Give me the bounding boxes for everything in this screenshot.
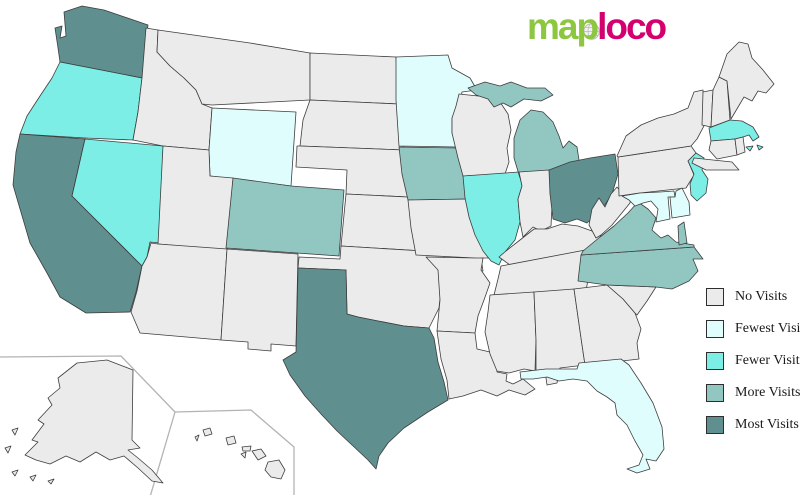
state-arkansas[interactable] [425, 256, 491, 334]
state-delaware[interactable] [669, 187, 691, 219]
state-virginia[interactable] [580, 201, 695, 256]
legend-item-more-visits: More Visits [706, 383, 800, 402]
state-new-hampshire[interactable] [710, 76, 731, 128]
legend-swatch-most-visits [706, 415, 724, 434]
state-maryland[interactable] [621, 190, 676, 223]
legend-swatch-no-visits [706, 287, 724, 306]
state-texas[interactable] [282, 267, 449, 470]
state-new-mexico[interactable] [220, 248, 299, 352]
state-mississippi[interactable] [484, 291, 537, 374]
state-new-york[interactable] [616, 89, 706, 158]
legend-label-fewest-visits: Fewest Visits [735, 320, 800, 336]
legend-item-fewer-visits: Fewer Visits [706, 351, 800, 370]
state-alaska-islands[interactable] [4, 427, 55, 485]
legend-label-more-visits: More Visits [735, 384, 800, 400]
state-connecticut[interactable] [708, 138, 738, 160]
state-virginia-eastern-shore[interactable] [677, 221, 688, 246]
state-michigan-upper-peninsula[interactable] [467, 81, 554, 108]
state-wisconsin[interactable] [451, 93, 512, 177]
state-florida[interactable] [519, 358, 665, 474]
state-north-carolina[interactable] [577, 246, 704, 290]
state-rhode-island[interactable] [734, 136, 746, 156]
state-north-dakota[interactable] [309, 52, 400, 105]
hawaii-inset-border [174, 409, 295, 495]
globe-icon [583, 23, 600, 40]
state-new-york-long-island[interactable] [691, 157, 740, 171]
logo-text-map: map [527, 6, 599, 47]
state-alaska[interactable] [24, 359, 164, 484]
state-colorado[interactable] [225, 177, 345, 257]
state-massachusetts-islands[interactable] [745, 144, 764, 152]
alaska-inset-border [0, 355, 176, 495]
state-indiana[interactable] [517, 169, 554, 238]
legend-swatch-fewest-visits [706, 319, 724, 338]
maploco-logo[interactable]: maploco [527, 6, 667, 47]
legend-item-no-visits: No Visits [706, 287, 800, 306]
logo-text-loco: loco [597, 6, 667, 47]
legend: No Visits Fewest Visits Fewer Visits Mor… [706, 287, 800, 448]
state-south-dakota[interactable] [299, 99, 405, 151]
legend-label-fewer-visits: Fewer Visits [735, 352, 800, 368]
legend-item-fewest-visits: Fewest Visits [706, 319, 800, 338]
state-hawaii[interactable] [194, 427, 286, 480]
state-maine[interactable] [718, 41, 775, 120]
state-montana[interactable] [156, 29, 311, 106]
legend-label-no-visits: No Visits [735, 288, 788, 304]
legend-label-most-visits: Most Visits [735, 416, 799, 432]
legend-item-most-visits: Most Visits [706, 415, 800, 434]
legend-swatch-more-visits [706, 383, 724, 402]
legend-swatch-fewer-visits [706, 351, 724, 370]
state-wyoming[interactable] [208, 107, 297, 187]
